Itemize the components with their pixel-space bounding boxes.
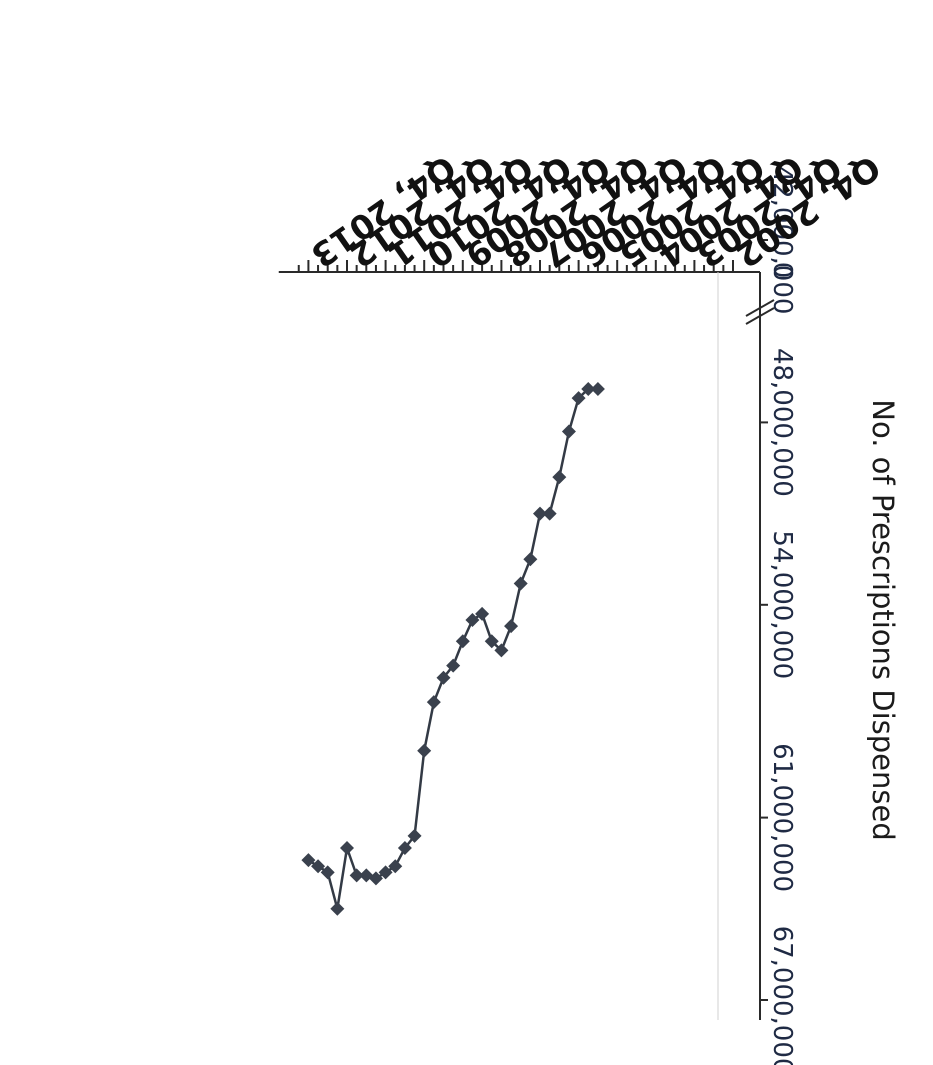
y-tick-label: 48,000,000 <box>767 348 797 497</box>
data-point-marker <box>378 865 393 880</box>
axis-break-mark-1 <box>745 307 775 325</box>
data-point-marker <box>407 828 422 843</box>
data-point-marker <box>388 859 403 874</box>
axis-break-mark-2 <box>745 299 775 317</box>
data-point-marker <box>533 506 547 521</box>
data-point-marker <box>513 576 528 591</box>
data-point-marker <box>320 865 335 880</box>
data-point-marker <box>571 391 586 406</box>
data-point-marker <box>455 634 470 649</box>
y-tick-label: 61,000,000 <box>767 743 797 892</box>
data-point-marker <box>359 868 374 883</box>
data-point-marker <box>504 619 519 634</box>
data-point-marker <box>542 506 557 521</box>
data-point-marker <box>311 859 326 874</box>
data-point-marker <box>340 841 354 855</box>
data-point-marker <box>475 606 490 621</box>
data-point-marker <box>301 853 316 868</box>
data-point-marker <box>436 670 451 685</box>
data-point-marker <box>581 381 596 396</box>
data-point-marker <box>523 552 538 567</box>
data-point-marker <box>494 643 509 658</box>
data-point-marker <box>417 743 432 758</box>
rotated-chart-group: 42,000,000 48,000,000 54,000,000 61,000,000… <box>278 148 900 1065</box>
data-point-marker <box>349 868 364 883</box>
y-tick-label: 67,000,000 <box>767 926 797 1065</box>
y-tick-label: 42,000,000 <box>767 166 797 315</box>
data-point-marker <box>426 695 441 710</box>
data-point-marker <box>484 634 499 649</box>
y-axis-title: No. of Prescriptions Dispensed <box>866 399 900 840</box>
data-point-marker <box>552 470 567 485</box>
data-point-marker <box>465 613 480 627</box>
data-point-marker <box>590 381 605 396</box>
data-point-marker <box>330 901 345 916</box>
y-tick-label: 54,000,000 <box>767 530 797 679</box>
data-point-marker <box>446 658 461 673</box>
y-zero-label: 0 <box>767 262 797 279</box>
data-point-marker <box>397 841 412 855</box>
data-point-marker <box>561 424 576 439</box>
series-line <box>307 387 598 910</box>
